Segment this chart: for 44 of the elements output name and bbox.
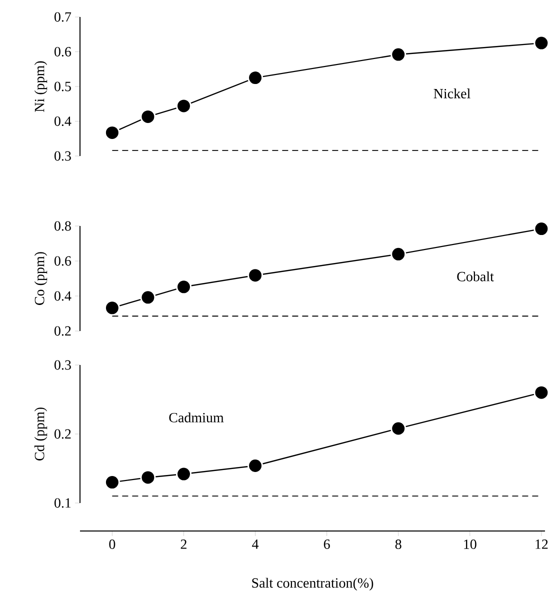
point (140, 108, 156, 124)
y-tick-label: 0.2 (54, 326, 71, 336)
y-tick-label: 0.7 (54, 12, 72, 22)
x-tick-label: 10 (464, 540, 476, 549)
point (140, 290, 156, 306)
y-tick-label: 0.5 (54, 82, 71, 92)
point (104, 474, 120, 490)
x-tick-label: 6 (324, 540, 330, 549)
y-tick-label: 0.3 (54, 151, 71, 161)
text: Nickel (434, 88, 470, 98)
point (534, 35, 550, 51)
y-tick-label: 0.3 (54, 360, 71, 370)
y-axis-title: Ni (ppm) (34, 61, 48, 112)
y-tick-label: 0.1 (54, 498, 71, 508)
x-tick-label: 12 (536, 540, 548, 549)
y-tick-label: 0.8 (54, 221, 71, 231)
series-label: Cobalt (457, 271, 494, 282)
point (534, 384, 550, 400)
point (104, 300, 120, 316)
point (534, 221, 550, 237)
y-tick-label: 0.4 (54, 116, 72, 126)
point (248, 268, 264, 284)
x-tick-label: 0 (109, 540, 116, 549)
point (176, 466, 192, 482)
point (248, 458, 264, 474)
x-tick-label: 8 (395, 540, 402, 549)
point (390, 420, 406, 436)
y-axis-title: Co (ppm) (34, 252, 48, 305)
point (104, 124, 120, 140)
y-axis-title: Cd (ppm) (34, 408, 48, 460)
y-tick-label: 0.6 (54, 46, 72, 57)
text: Cadmium (169, 412, 224, 422)
point (390, 246, 406, 262)
y-tick-label: 0.6 (54, 256, 72, 266)
x-tick-label: 4 (252, 540, 259, 549)
y-tick-label: 0.4 (54, 291, 72, 301)
point (176, 279, 192, 295)
y-tick-label: 0.2 (54, 429, 71, 439)
point (248, 70, 264, 86)
point (176, 98, 192, 114)
point (140, 470, 156, 486)
x-axis-title: Salt concentration(%) (252, 578, 374, 591)
x-tick-label: 2 (180, 540, 186, 549)
point (390, 46, 406, 62)
